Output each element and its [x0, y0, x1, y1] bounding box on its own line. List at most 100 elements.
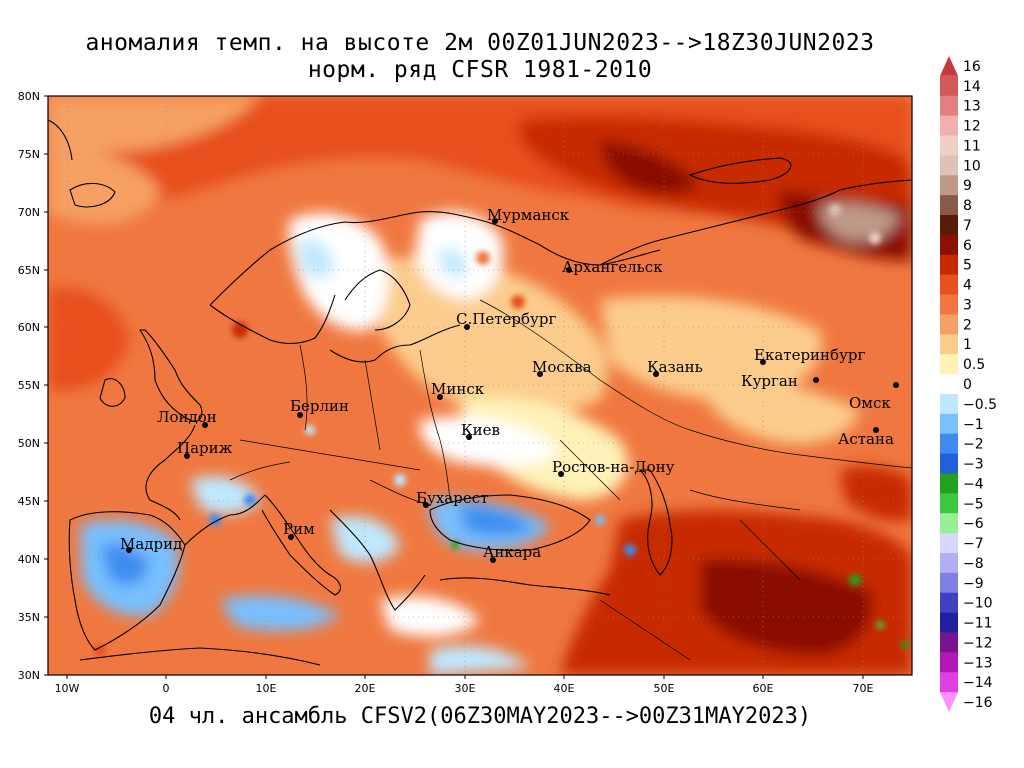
lon-tick-label: 20E	[355, 682, 376, 695]
colorbar-label: 10	[963, 158, 981, 174]
colorbar-swatch	[940, 632, 958, 653]
colorbar-swatch	[940, 274, 958, 296]
colorbar-label: 0.5	[963, 357, 985, 373]
colorbar-swatch	[940, 493, 958, 514]
city-label-kiev: Киев	[461, 421, 500, 439]
colorbar-swatch	[940, 433, 958, 455]
city-label-yekaterinburg: Екатеринбург	[754, 346, 865, 364]
colorbar-swatch	[940, 692, 958, 712]
lon-tick-label: 10W	[55, 682, 80, 695]
colorbar-label: 0	[963, 377, 972, 393]
lat-tick-label: 55N	[18, 379, 40, 392]
colorbar-label: 5	[963, 258, 972, 274]
colorbar-label: 3	[963, 297, 972, 313]
city-markers	[126, 218, 899, 563]
colorbar-swatch	[940, 234, 958, 256]
colorbar-label: 6	[963, 238, 972, 254]
city-marker	[490, 557, 496, 563]
colorbar-swatch	[940, 95, 958, 117]
colorbar-swatch	[940, 215, 958, 236]
colorbar-label: −8	[963, 556, 984, 572]
lon-tick-label: 0	[163, 682, 170, 695]
lat-tick-label: 35N	[18, 611, 40, 624]
city-label-berlin: Берлин	[290, 397, 349, 415]
colorbar-swatch	[940, 175, 958, 196]
city-marker	[437, 394, 443, 400]
colorbar-label: −12	[963, 635, 993, 651]
colorbar-label: 2	[963, 317, 972, 333]
city-label-kurgan: Курган	[741, 372, 798, 390]
city-marker	[184, 453, 190, 459]
colorbar-label: −4	[963, 476, 984, 492]
city-marker	[760, 359, 766, 365]
city-labels: Мурманск Архангельск С.Петербург Москва …	[120, 206, 894, 561]
city-marker	[126, 547, 132, 553]
city-marker	[893, 382, 899, 388]
city-label-minsk: Минск	[431, 380, 485, 398]
colorbar-label: −5	[963, 496, 984, 512]
colorbar-swatch	[940, 533, 958, 554]
colorbar-swatch	[940, 115, 958, 137]
colorbar-swatch	[940, 56, 958, 76]
city-label-astana: Астана	[838, 430, 894, 448]
lat-tick-label: 70N	[18, 206, 40, 219]
colorbar-label: 14	[963, 79, 981, 95]
city-label-ankara: Анкара	[483, 543, 541, 561]
city-label-st-petersburg: С.Петербург	[456, 310, 556, 328]
lat-tick-label: 30N	[18, 669, 40, 682]
lon-tick-label: 40E	[554, 682, 575, 695]
colorbar-label: 11	[963, 138, 981, 154]
city-label-rome: Рим	[283, 520, 315, 538]
colorbar-swatch	[940, 652, 958, 673]
city-marker	[464, 324, 470, 330]
city-label-bucharest: Бухарест	[416, 489, 488, 507]
colorbar-label: 1	[963, 337, 972, 353]
city-label-omsk: Омск	[849, 394, 891, 412]
colorbar-label: 7	[963, 218, 972, 234]
lon-tick-label: 30E	[455, 682, 476, 695]
colorbar-label: −7	[963, 536, 984, 552]
colorbar-swatch	[940, 354, 958, 375]
lat-tick-label: 45N	[18, 495, 40, 508]
colorbar-swatch	[940, 135, 958, 156]
colorbar-swatch	[940, 592, 958, 614]
city-marker	[423, 502, 429, 508]
lon-tick-label: 60E	[753, 682, 774, 695]
city-label-murmansk: Мурманск	[487, 206, 570, 224]
colorbar-swatch	[940, 75, 958, 97]
colorbar-swatch	[940, 374, 958, 395]
city-marker	[202, 422, 208, 428]
lat-tick-label: 65N	[18, 264, 40, 277]
colorbar-swatch	[940, 294, 958, 315]
colorbar-swatch	[940, 572, 958, 594]
map-subtitle: норм. ряд CFSR 1981-2010	[307, 57, 653, 83]
lon-tick-label: 50E	[654, 682, 675, 695]
lon-tick-label: 10E	[256, 682, 277, 695]
colorbar-swatch	[940, 254, 958, 276]
colorbar-swatch	[940, 314, 958, 335]
colorbar-swatch	[940, 195, 958, 216]
lat-tick-label: 60N	[18, 321, 40, 334]
colorbar-swatch	[940, 552, 958, 574]
city-label-rostov: Ростов-на-Дону	[552, 458, 675, 476]
colorbar-label: −10	[963, 596, 993, 612]
colorbar-swatch	[940, 513, 958, 534]
graticule	[48, 96, 912, 675]
city-label-paris: Париж	[177, 439, 233, 457]
colorbar-label: −1	[963, 417, 984, 433]
city-label-moscow: Москва	[532, 358, 592, 376]
city-marker	[297, 412, 303, 418]
city-label-arkhangelsk: Архангельск	[562, 258, 663, 276]
colorbar-label: −0.5	[963, 397, 997, 413]
lon-axis: 10W 0 10E 20E 30E 40E 50E 60E 70E	[55, 675, 874, 695]
colorbar-label: 4	[963, 278, 972, 294]
colorbar-label: 16	[963, 59, 981, 75]
city-marker	[537, 371, 543, 377]
city-marker	[492, 218, 498, 224]
lat-tick-label: 75N	[18, 148, 40, 161]
coastlines	[48, 119, 912, 666]
colorbar: 16 14 13 12 11 10 9 8 7 6 5 4 3 2 1 0.5 0 −0.5 −1 −2 −3 −4 −5 −…	[940, 56, 997, 712]
city-marker	[288, 534, 294, 540]
colorbar-label: 9	[963, 178, 972, 194]
